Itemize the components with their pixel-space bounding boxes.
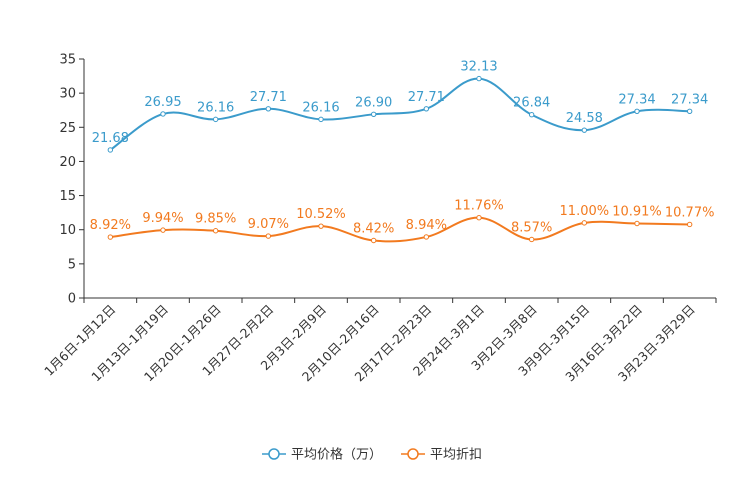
series-line bbox=[110, 216, 690, 243]
data-point[interactable] bbox=[107, 147, 114, 153]
series-2: 8.92% 9.94% 9.85% 9.07% 10.52% 8.42% 8.94% 11.7… bbox=[90, 199, 715, 244]
y-tick-label: 10 bbox=[59, 223, 76, 238]
series-layer: 21.68 26.95 26.16 27.71 26.16 26.90 27.71 32.13… bbox=[90, 60, 715, 244]
legend-item-1[interactable]: 平均价格（万） bbox=[262, 447, 382, 463]
data-label: 32.13 bbox=[460, 60, 497, 75]
data-point[interactable] bbox=[370, 237, 377, 244]
y-tick-label: 0 bbox=[68, 292, 76, 307]
data-point[interactable] bbox=[107, 234, 114, 240]
legend-label: 平均折扣 bbox=[430, 448, 482, 463]
y-tick-label: 15 bbox=[59, 189, 76, 204]
data-label: 27.71 bbox=[408, 90, 445, 105]
y-tick-label: 25 bbox=[59, 121, 76, 136]
data-point[interactable] bbox=[423, 234, 430, 240]
data-label: 21.68 bbox=[92, 131, 129, 146]
data-label: 26.16 bbox=[197, 100, 234, 115]
data-point[interactable] bbox=[581, 127, 588, 133]
data-label: 10.77% bbox=[665, 205, 715, 220]
legend-item-2[interactable]: 平均折扣 bbox=[401, 448, 482, 463]
data-label: 26.84 bbox=[513, 96, 550, 111]
data-point[interactable] bbox=[212, 116, 219, 123]
data-point[interactable] bbox=[528, 236, 535, 243]
data-point[interactable] bbox=[318, 223, 324, 229]
data-label: 9.85% bbox=[195, 212, 236, 227]
legend-marker-icon bbox=[268, 448, 280, 460]
data-label: 10.91% bbox=[612, 205, 662, 220]
data-point[interactable] bbox=[370, 111, 377, 118]
data-point[interactable] bbox=[265, 233, 272, 239]
data-label: 26.90 bbox=[355, 95, 392, 110]
data-point[interactable] bbox=[476, 75, 482, 82]
data-label: 8.94% bbox=[406, 218, 447, 233]
legend-label: 平均价格（万） bbox=[291, 447, 382, 463]
data-point[interactable] bbox=[686, 108, 693, 115]
legend-marker-icon bbox=[407, 448, 419, 460]
data-label: 8.92% bbox=[90, 218, 131, 233]
data-label: 10.52% bbox=[296, 207, 346, 222]
data-label: 24.58 bbox=[566, 111, 603, 126]
data-label: 9.94% bbox=[142, 211, 183, 226]
data-label: 8.57% bbox=[511, 220, 552, 235]
data-point[interactable] bbox=[265, 106, 272, 112]
data-point[interactable] bbox=[634, 220, 640, 227]
data-point[interactable] bbox=[634, 108, 640, 115]
data-label: 9.07% bbox=[248, 217, 289, 232]
data-point[interactable] bbox=[212, 228, 219, 234]
chart-legend[interactable]: 平均价格（万） 平均折扣 bbox=[262, 447, 482, 463]
data-label: 27.34 bbox=[671, 92, 708, 107]
data-label: 26.95 bbox=[144, 95, 181, 110]
y-tick-label: 35 bbox=[59, 53, 76, 68]
data-point[interactable] bbox=[528, 112, 535, 118]
data-point[interactable] bbox=[423, 106, 430, 112]
data-label: 11.00% bbox=[560, 204, 610, 219]
data-label: 26.16 bbox=[302, 100, 339, 115]
data-point[interactable] bbox=[581, 220, 588, 226]
data-point[interactable] bbox=[318, 116, 324, 123]
data-label: 27.34 bbox=[618, 92, 655, 107]
y-tick-label: 30 bbox=[59, 87, 76, 102]
data-point[interactable] bbox=[686, 221, 693, 228]
data-point[interactable] bbox=[160, 227, 166, 233]
y-tick-label: 5 bbox=[68, 257, 76, 272]
data-label: 8.42% bbox=[353, 222, 394, 237]
y-tick-label: 20 bbox=[59, 155, 76, 170]
data-point[interactable] bbox=[160, 111, 166, 117]
data-label: 27.71 bbox=[250, 90, 287, 105]
data-label: 11.76% bbox=[454, 199, 504, 214]
series-1: 21.68 26.95 26.16 27.71 26.16 26.90 27.71 32.13… bbox=[92, 60, 708, 153]
data-point[interactable] bbox=[476, 214, 482, 221]
